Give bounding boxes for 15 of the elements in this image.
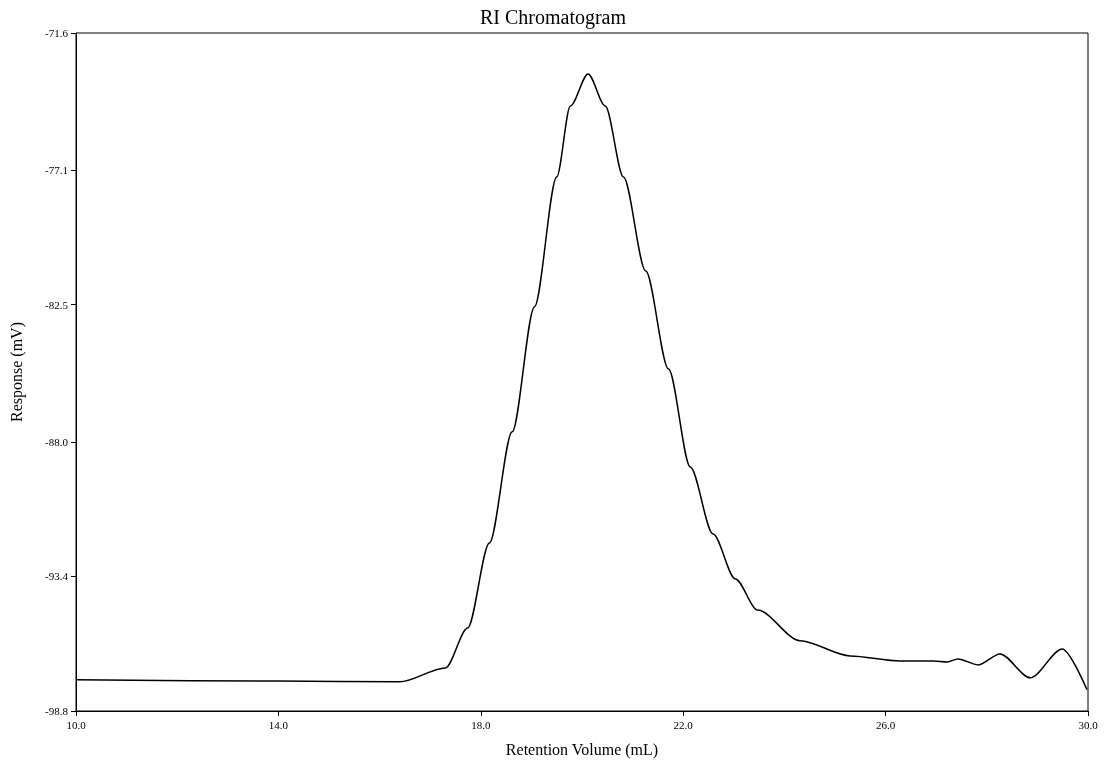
x-tick-label: 10.0	[66, 718, 87, 731]
y-tick-label: -82.5	[45, 298, 69, 311]
y-tick-label: -71.6	[45, 27, 69, 39]
x-tick-label: 22.0	[673, 718, 694, 731]
y-tick-label: -93.4	[45, 570, 69, 583]
x-axis-title: Retention Volume (mL)	[505, 740, 659, 759]
x-tick-label: 14.0	[268, 718, 289, 731]
x-tick-label: 26.0	[875, 718, 896, 731]
y-axis-title: Response (mV)	[7, 322, 26, 422]
x-tick-label: 30.0	[1078, 718, 1099, 731]
y-tick-label: -88.0	[45, 435, 69, 448]
y-tick-label: -77.1	[45, 164, 68, 177]
y-tick-label: -98.8	[45, 705, 69, 717]
x-tick-label: 18.0	[471, 718, 491, 731]
chart-title: RI Chromatogram	[479, 6, 627, 29]
